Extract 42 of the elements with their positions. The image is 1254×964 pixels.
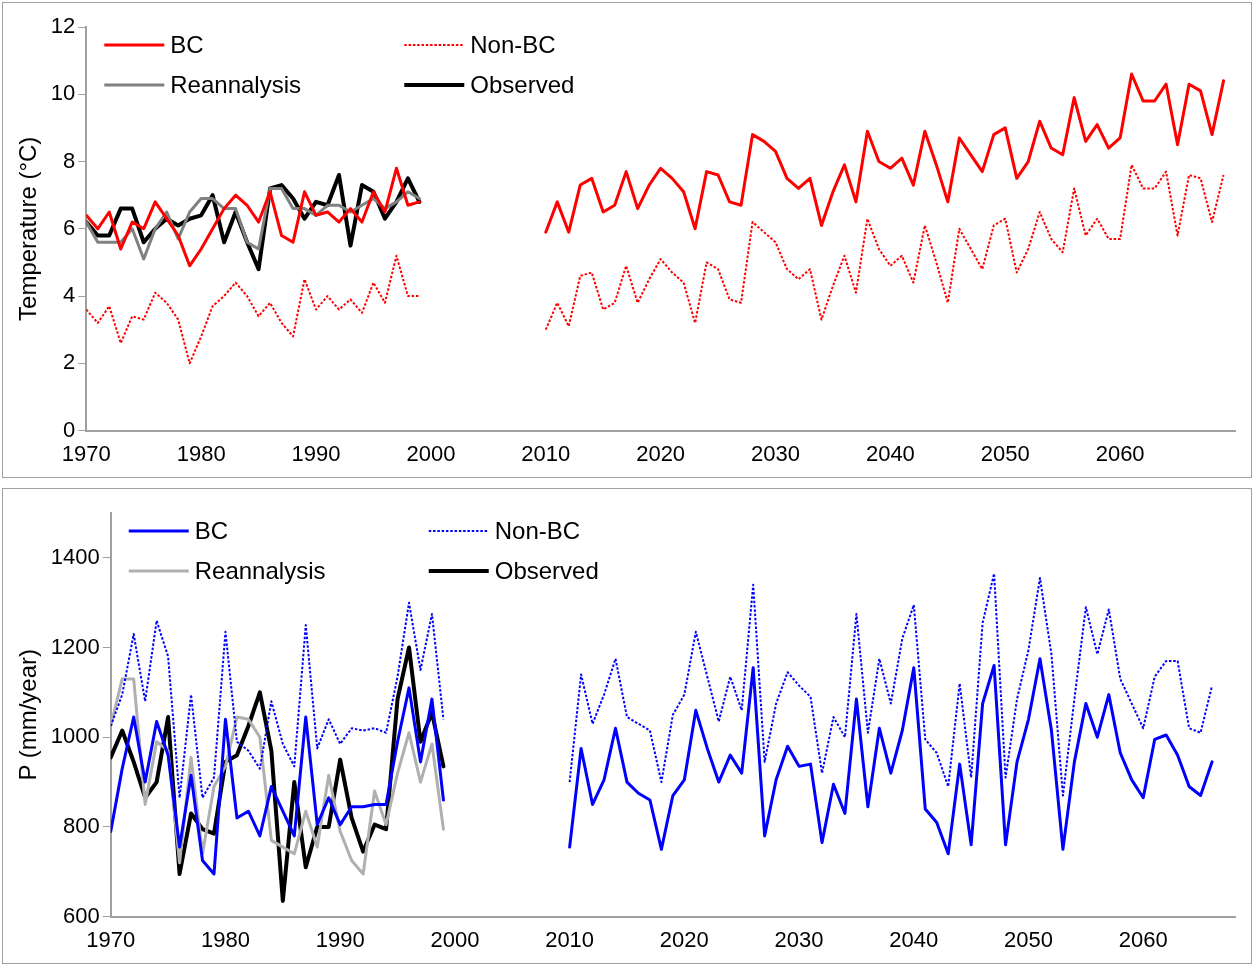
x-tick-label: 2040: [889, 926, 939, 952]
y-tick-label: 6: [63, 214, 76, 240]
x-tick-label: 2050: [1004, 926, 1053, 952]
x-tick-label: 2000: [430, 926, 480, 952]
x-tick-label: 1990: [315, 926, 365, 952]
y-tick-label: 2: [63, 349, 76, 375]
y-tick-label: 1200: [50, 633, 100, 659]
legend-label: Reannalysis: [194, 556, 326, 584]
x-tick-label: 1970: [61, 440, 111, 466]
x-tick-label: 2020: [636, 440, 686, 466]
x-tick-label: 2050: [980, 440, 1030, 466]
y-tick-label: 1400: [50, 543, 100, 569]
x-tick-label: 2010: [545, 926, 595, 952]
x-tick-label: 1980: [176, 440, 226, 466]
legend-label: Observed: [494, 556, 599, 584]
y-tick-label: 0: [63, 416, 76, 442]
y-tick-label: 10: [50, 80, 76, 106]
x-tick-label: 1980: [200, 926, 250, 952]
y-tick-label: 600: [63, 902, 100, 928]
y-axis-title: Temperature (°C): [14, 136, 42, 321]
x-tick-label: 2000: [406, 440, 456, 466]
legend-label: Non-BC: [494, 516, 581, 544]
y-tick-label: 12: [50, 13, 76, 39]
x-tick-label: 2030: [774, 926, 824, 952]
y-tick-label: 800: [63, 812, 100, 838]
y-tick-label: 4: [63, 282, 76, 308]
x-tick-label: 1990: [291, 440, 341, 466]
x-tick-label: 2040: [865, 440, 915, 466]
legend-label: BC: [170, 30, 204, 58]
x-tick-label: 2060: [1118, 926, 1168, 952]
x-tick-label: 2010: [521, 440, 571, 466]
y-axis-title: P (mm/year): [14, 649, 42, 781]
legend-label: BC: [194, 516, 229, 544]
legend-label: Observed: [470, 70, 575, 98]
x-tick-label: 2020: [659, 926, 709, 952]
y-tick-label: 8: [63, 147, 76, 173]
x-tick-label: 2030: [751, 440, 800, 466]
legend-label: Non-BC: [470, 30, 556, 58]
x-tick-label: 1970: [86, 926, 136, 952]
y-tick-label: 1000: [50, 723, 100, 749]
x-tick-label: 2060: [1095, 440, 1145, 466]
legend-label: Reannalysis: [170, 70, 302, 98]
